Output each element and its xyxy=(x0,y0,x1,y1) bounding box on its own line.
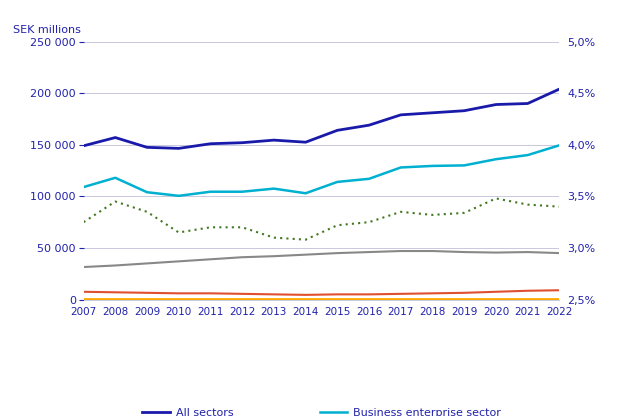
Legend: All sectors, Government sector, Private non-profit sector, Business enterprise s: All sectors, Government sector, Private … xyxy=(138,403,505,416)
Text: SEK millions: SEK millions xyxy=(13,25,81,35)
